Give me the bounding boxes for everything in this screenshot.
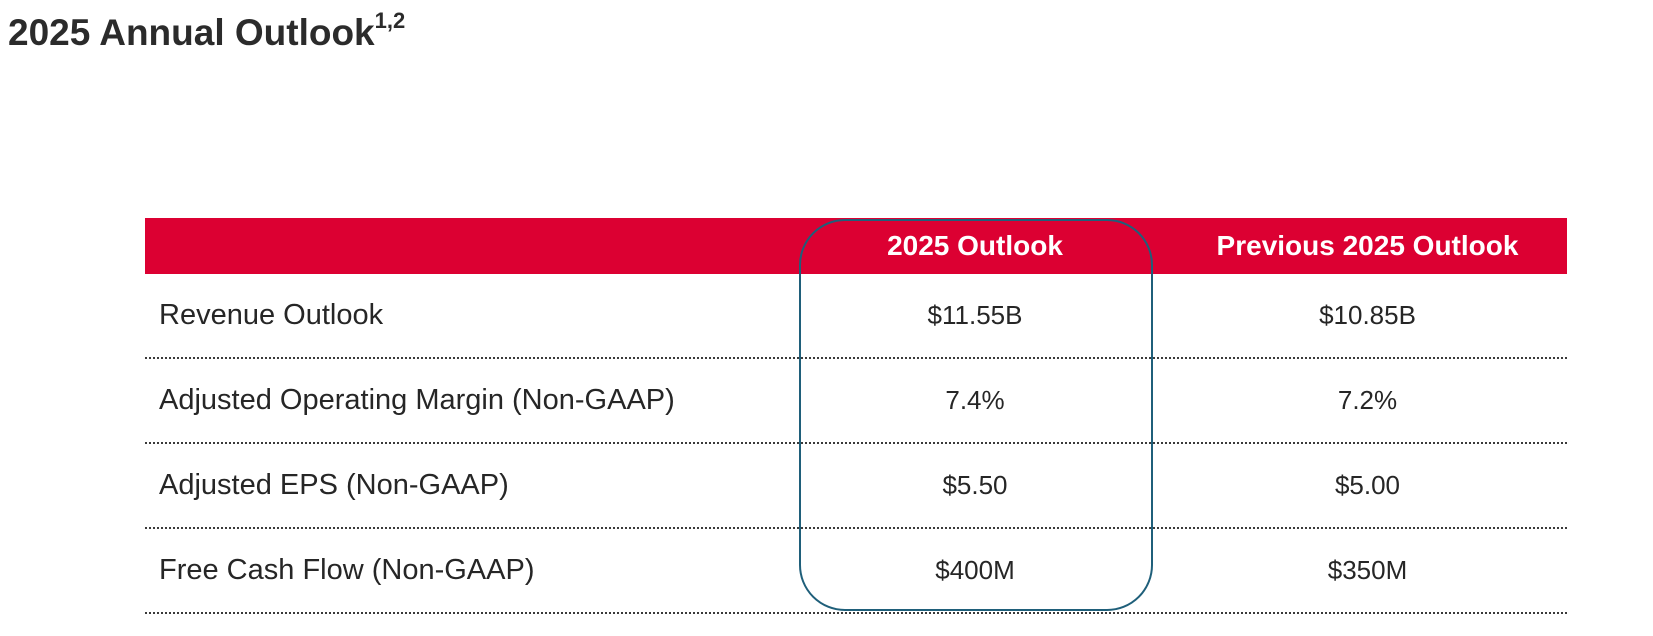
row-label: Free Cash Flow (Non-GAAP) [159,554,535,586]
current-outlook-value: $11.55B [927,300,1023,330]
previous-outlook-value: 7.2% [1337,385,1398,415]
table-row-operating-margin: Adjusted Operating Margin (Non-GAAP) 7.4… [145,359,1567,444]
current-outlook-value: 7.4% [945,385,1005,415]
table-header-band [145,218,1567,274]
table-row-adjusted-eps: Adjusted EPS (Non-GAAP) $5.50 $5.00 [145,444,1567,529]
row-label: Adjusted Operating Margin (Non-GAAP) [159,384,675,416]
row-label: Revenue Outlook [159,299,384,331]
previous-outlook-value: $10.85B [1319,300,1416,330]
column-header-previous-outlook: Previous 2025 Outlook [1216,230,1519,261]
page-title: 2025 Annual Outlook1,2 [8,9,405,54]
previous-outlook-value: $5.00 [1334,470,1401,500]
row-label: Adjusted EPS (Non-GAAP) [159,469,509,501]
page-title-text: 2025 Annual Outlook [8,12,375,53]
table-row-free-cash-flow: Free Cash Flow (Non-GAAP) $400M $350M [145,529,1567,614]
current-outlook-value: $400M [935,555,1015,585]
previous-outlook-value: $350M [1327,555,1408,585]
table-row-revenue: Revenue Outlook $11.55B $10.85B [145,274,1567,359]
current-outlook-value: $5.50 [942,470,1008,500]
title-footnote: 1,2 [374,7,406,33]
column-header-2025-outlook: 2025 Outlook [887,230,1063,261]
